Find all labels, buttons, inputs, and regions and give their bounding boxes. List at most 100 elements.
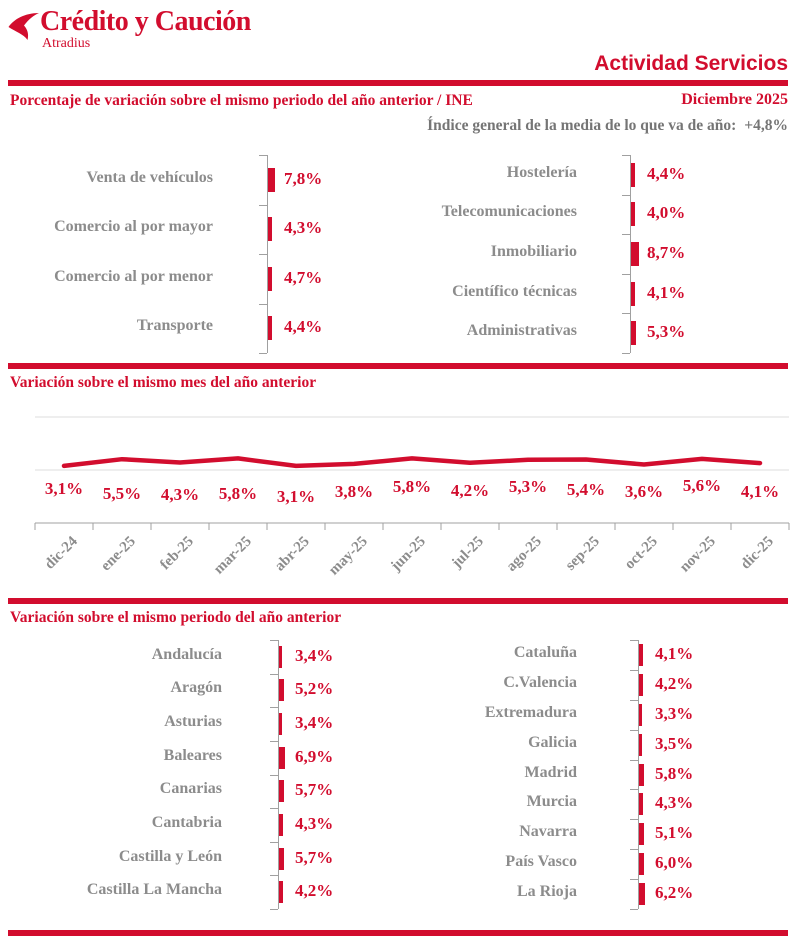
bar [268,217,272,241]
bar-value-label: 4,2% [295,881,334,900]
section1-date: Diciembre 2025 [681,91,788,108]
bar-value-label: 4,3% [284,218,323,237]
axis-tick [622,353,630,354]
bar [639,704,642,726]
bar-value-label: 4,4% [284,317,323,336]
axis-tick [630,700,638,701]
index-summary-label: Índice general de la media de lo que va … [427,117,737,134]
bar-category-label: Navarra [519,823,577,840]
data-label: 5,3% [509,477,547,496]
bar [631,202,635,226]
data-label: 5,8% [393,477,431,496]
brand-name: Crédito y Caución [40,6,251,37]
axis-tick [622,313,630,314]
axis-tick [259,205,267,206]
bar-value-label: 5,7% [295,780,334,799]
bar-category-label: Telecomunicaciones [441,203,577,220]
bar [639,734,642,756]
bar-value-label: 4,2% [655,674,694,693]
axis-tick [259,353,267,354]
bar [279,814,283,836]
bar-category-label: Cataluña [513,644,577,661]
regions-right-chart: Cataluña 4,1% C.Valencia 4,2% Extremadura 3,3… [0,640,796,910]
page-title: Actividad Servicios [594,52,788,75]
month-label: sep-25 [563,534,603,574]
bar-value-label: 4,1% [655,644,694,663]
axis-tick [630,909,638,910]
axis-tick [270,875,278,876]
bar-value-label: 5,3% [647,322,686,341]
bar [631,282,635,306]
bar [279,780,284,802]
bar-value-label: 7,8% [284,169,323,188]
sectors-right-chart: Hostelería 4,4% Telecomunicaciones 4,0% Inmo… [0,155,796,354]
bar-category-label: C.Valencia [503,674,577,691]
bar-category-label: Asturias [164,713,222,730]
bar [639,764,644,786]
bar-category-label: País Vasco [505,853,577,870]
bar [639,674,643,696]
axis-tick [622,274,630,275]
bar-category-label: Madrid [524,764,577,781]
month-label: jul-25 [448,534,487,573]
bar-category-label: Castilla y León [118,848,222,865]
axis-tick [259,155,267,156]
data-label: 5,5% [103,484,141,503]
section2-title: Variación sobre el mismo mes del año ant… [10,374,317,391]
bar-category-label: Baleares [163,747,222,764]
axis-tick [270,640,278,641]
bar [639,853,644,875]
bar-category-label: Galicia [528,734,577,751]
month-label: dic-25 [738,534,777,573]
trend-line [61,456,763,469]
bar-value-label: 6,9% [295,747,334,766]
bar [279,679,284,701]
month-label: feb-25 [157,534,197,574]
month-label: mar-25 [211,534,255,578]
data-label: 5,8% [219,484,257,503]
bar-category-label: Venta de vehículos [86,169,213,186]
axis-tick [622,234,630,235]
bar [268,267,272,291]
axis-tick [259,254,267,255]
bar-category-label: Científico técnicas [452,283,577,300]
bar [279,747,285,769]
axis-tick [630,849,638,850]
bar [279,848,284,870]
month-label: dic-24 [42,533,81,572]
bar-value-label: 4,1% [647,283,686,302]
index-summary-value: +4,8% [744,117,788,134]
month-label: nov-25 [677,534,719,576]
bar-category-label: Andalucía [151,646,222,663]
separator-rule-top [8,80,788,86]
index-summary: Índice general de la media de lo que va … [427,117,788,135]
bar-value-label: 4,3% [655,793,694,812]
sectors-left-chart: Venta de vehículos 7,8% Comercio al por ma… [0,155,796,354]
bar [631,321,636,345]
axis-tick [270,808,278,809]
axis-tick [622,155,630,156]
axis-tick [270,775,278,776]
section1-title: Porcentaje de variación sobre el mismo p… [10,92,473,109]
value-axis-line [267,155,268,353]
data-label: 4,3% [161,485,199,504]
bar-value-label: 3,3% [655,704,694,723]
axis-tick [270,909,278,910]
axis-tick [630,819,638,820]
section3-title: Variación sobre el mismo periodo del año… [10,609,342,626]
axis-tick [270,707,278,708]
value-axis-line [630,155,631,353]
bar [639,644,643,666]
month-label: ene-25 [98,534,139,575]
axis-tick [270,741,278,742]
axis-tick [630,730,638,731]
bar-category-label: Administrativas [466,322,577,339]
data-label: 3,8% [335,482,373,501]
bar-category-label: Comercio al por mayor [54,218,213,235]
bar-value-label: 5,7% [295,848,334,867]
bar-category-label: Comercio al por menor [54,268,213,285]
axis-tick [622,195,630,196]
bar-value-label: 4,7% [284,268,323,287]
data-label: 4,2% [451,481,489,500]
